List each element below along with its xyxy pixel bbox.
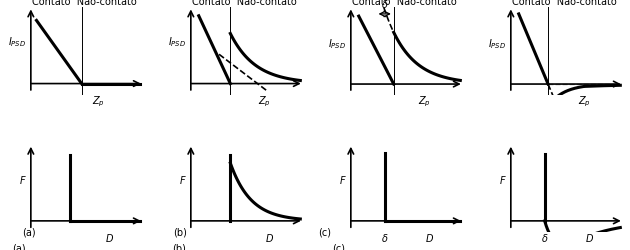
Title: Contato  Não-contato: Contato Não-contato	[32, 0, 137, 7]
Title: Contato  Não-contato: Contato Não-contato	[352, 0, 457, 7]
Text: $\delta$: $\delta$	[381, 0, 389, 10]
Text: (b): (b)	[173, 242, 186, 250]
Text: $I_{PSD}$: $I_{PSD}$	[168, 35, 186, 49]
Text: $F$: $F$	[179, 173, 186, 185]
Text: $Z_p$: $Z_p$	[418, 94, 431, 108]
Text: $Z_p$: $Z_p$	[92, 94, 105, 108]
Text: $\delta$: $\delta$	[381, 231, 389, 243]
Text: $I_{PSD}$: $I_{PSD}$	[488, 38, 507, 51]
Text: (c): (c)	[333, 242, 346, 250]
Text: $I_{PSD}$: $I_{PSD}$	[328, 38, 347, 51]
Text: $D$: $D$	[425, 231, 434, 243]
Text: $Z_p$: $Z_p$	[578, 94, 591, 108]
Text: (a): (a)	[13, 242, 26, 250]
Text: (b): (b)	[173, 227, 187, 237]
Text: $\delta$: $\delta$	[541, 231, 549, 243]
Text: $Z_p$: $Z_p$	[258, 94, 271, 108]
Text: $F$: $F$	[19, 173, 26, 185]
Text: (a): (a)	[22, 227, 36, 237]
Text: $F$: $F$	[498, 173, 507, 185]
Text: $I_{PSD}$: $I_{PSD}$	[8, 35, 26, 49]
Text: $F$: $F$	[338, 173, 346, 185]
Title: Contato  Não-contato: Contato Não-contato	[192, 0, 297, 7]
Text: $D$: $D$	[265, 231, 275, 243]
Text: $D$: $D$	[105, 231, 115, 243]
Text: $D$: $D$	[585, 231, 594, 243]
Title: Contato  Não-contato: Contato Não-contato	[512, 0, 617, 7]
Text: (c): (c)	[318, 227, 331, 237]
